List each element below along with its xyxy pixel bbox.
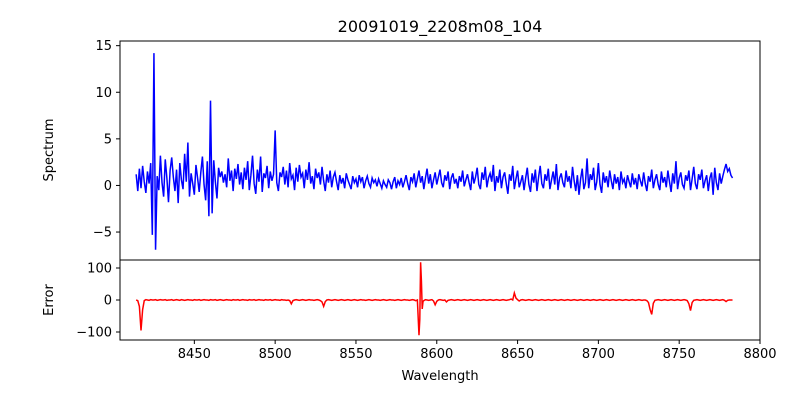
error-y-tick-label: 100: [87, 262, 112, 277]
spectrum-y-tick-label: 5: [104, 132, 112, 147]
error-axes-frame: [119, 259, 761, 341]
spectrum-panel: −5 0 5 10 15 Spectrum: [42, 39, 761, 264]
x-tick-label: 8750: [663, 347, 696, 362]
spectrum-y-tick-label: 15: [95, 39, 112, 54]
error-y-axis-label: Error: [42, 284, 57, 316]
x-tick-label: 8600: [420, 347, 453, 362]
error-y-tick-label: −100: [76, 326, 112, 341]
x-axis-label: Wavelength: [401, 369, 478, 384]
spectrum-series-line: [135, 53, 734, 250]
spectrum-y-tick-label: 0: [104, 179, 112, 194]
x-tick-label: 8500: [259, 347, 292, 362]
error-panel: −100 0 100 8450 8500 8550 8600 8650 8700 8750 8800…: [42, 259, 777, 384]
spectrum-y-axis-label: Spectrum: [42, 119, 57, 182]
x-tick-label: 8700: [582, 347, 615, 362]
error-tick-group: −100 0 100 8450 8500 8550 8600 8650 8700 8750 8800: [76, 262, 776, 363]
error-series-line: [135, 262, 733, 336]
x-tick-label: 8800: [743, 347, 776, 362]
spectrum-y-tick-label: 10: [95, 86, 112, 101]
spectrum-y-tick-label: −5: [93, 226, 112, 241]
error-y-tick-label: 0: [104, 294, 112, 309]
spectrum-tick-group: −5 0 5 10 15: [93, 39, 761, 264]
x-tick-label: 8650: [501, 347, 534, 362]
x-tick-label: 8550: [339, 347, 372, 362]
spectrum-plot-area: [120, 41, 760, 260]
chart-title: 20091019_2208m08_104: [338, 17, 543, 37]
x-tick-label: 8450: [178, 347, 211, 362]
